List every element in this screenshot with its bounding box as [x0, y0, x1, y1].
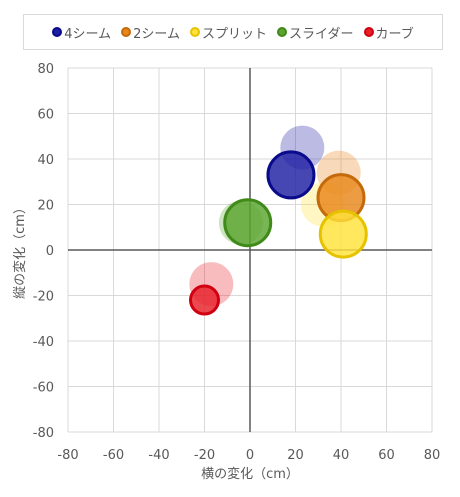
y-tick-label: 60: [37, 108, 54, 123]
data-points: [189, 125, 368, 316]
x-tick-label: 80: [424, 448, 441, 463]
legend-swatch: [277, 27, 288, 37]
legend-swatch: [121, 27, 132, 37]
legend-label: スライダー: [289, 26, 354, 42]
y-tick-label: -60: [33, 381, 54, 396]
x-tick-label: 60: [378, 448, 395, 463]
legend-swatch: [363, 27, 374, 37]
bubble-0: [266, 150, 316, 200]
y-tick-label: 0: [46, 244, 54, 259]
legend-swatch: [52, 27, 63, 37]
y-tick-label: 20: [37, 199, 54, 214]
legend-item: 4シーム: [52, 23, 111, 42]
legend-label: 2シーム: [133, 26, 181, 42]
bubble-2: [318, 209, 368, 259]
x-tick-label: 40: [333, 448, 350, 463]
legend-label: 4シーム: [64, 26, 112, 42]
x-tick-label: -80: [57, 448, 78, 463]
x-tick-label: 0: [246, 448, 254, 463]
x-tick-label: -40: [148, 448, 169, 463]
y-tick-label: -20: [33, 290, 54, 305]
legend-item: カーブ: [363, 23, 414, 42]
legend-label: カーブ: [375, 26, 414, 42]
x-tick-label: -60: [103, 448, 124, 463]
legend-swatch: [190, 27, 201, 37]
y-tick-label: 80: [37, 62, 54, 77]
legend-item: スライダー: [277, 23, 354, 42]
x-tick-label: 20: [287, 448, 304, 463]
bubble-4: [189, 284, 220, 316]
x-axis-title: 横の変化（cm）: [201, 466, 299, 482]
y-tick-label: 40: [37, 153, 54, 168]
legend-item: スプリット: [190, 23, 267, 42]
y-tick-label: -40: [33, 335, 54, 350]
legend-label: スプリット: [202, 26, 268, 42]
y-tick-label: -80: [33, 426, 54, 441]
legend: 4シーム 2シーム スプリット スライダー カーブ: [23, 14, 443, 50]
y-axis-title: 縦の変化（cm）: [12, 201, 28, 299]
axes: [68, 68, 432, 432]
tick-labels: -80 -60 -40 -20 0 20 40 60 80 -80 -60 -40 -20 0 20 40 60…: [33, 62, 441, 463]
bubble-3: [223, 198, 273, 248]
x-tick-label: -20: [194, 448, 215, 463]
legend-item: 2シーム: [121, 23, 180, 42]
